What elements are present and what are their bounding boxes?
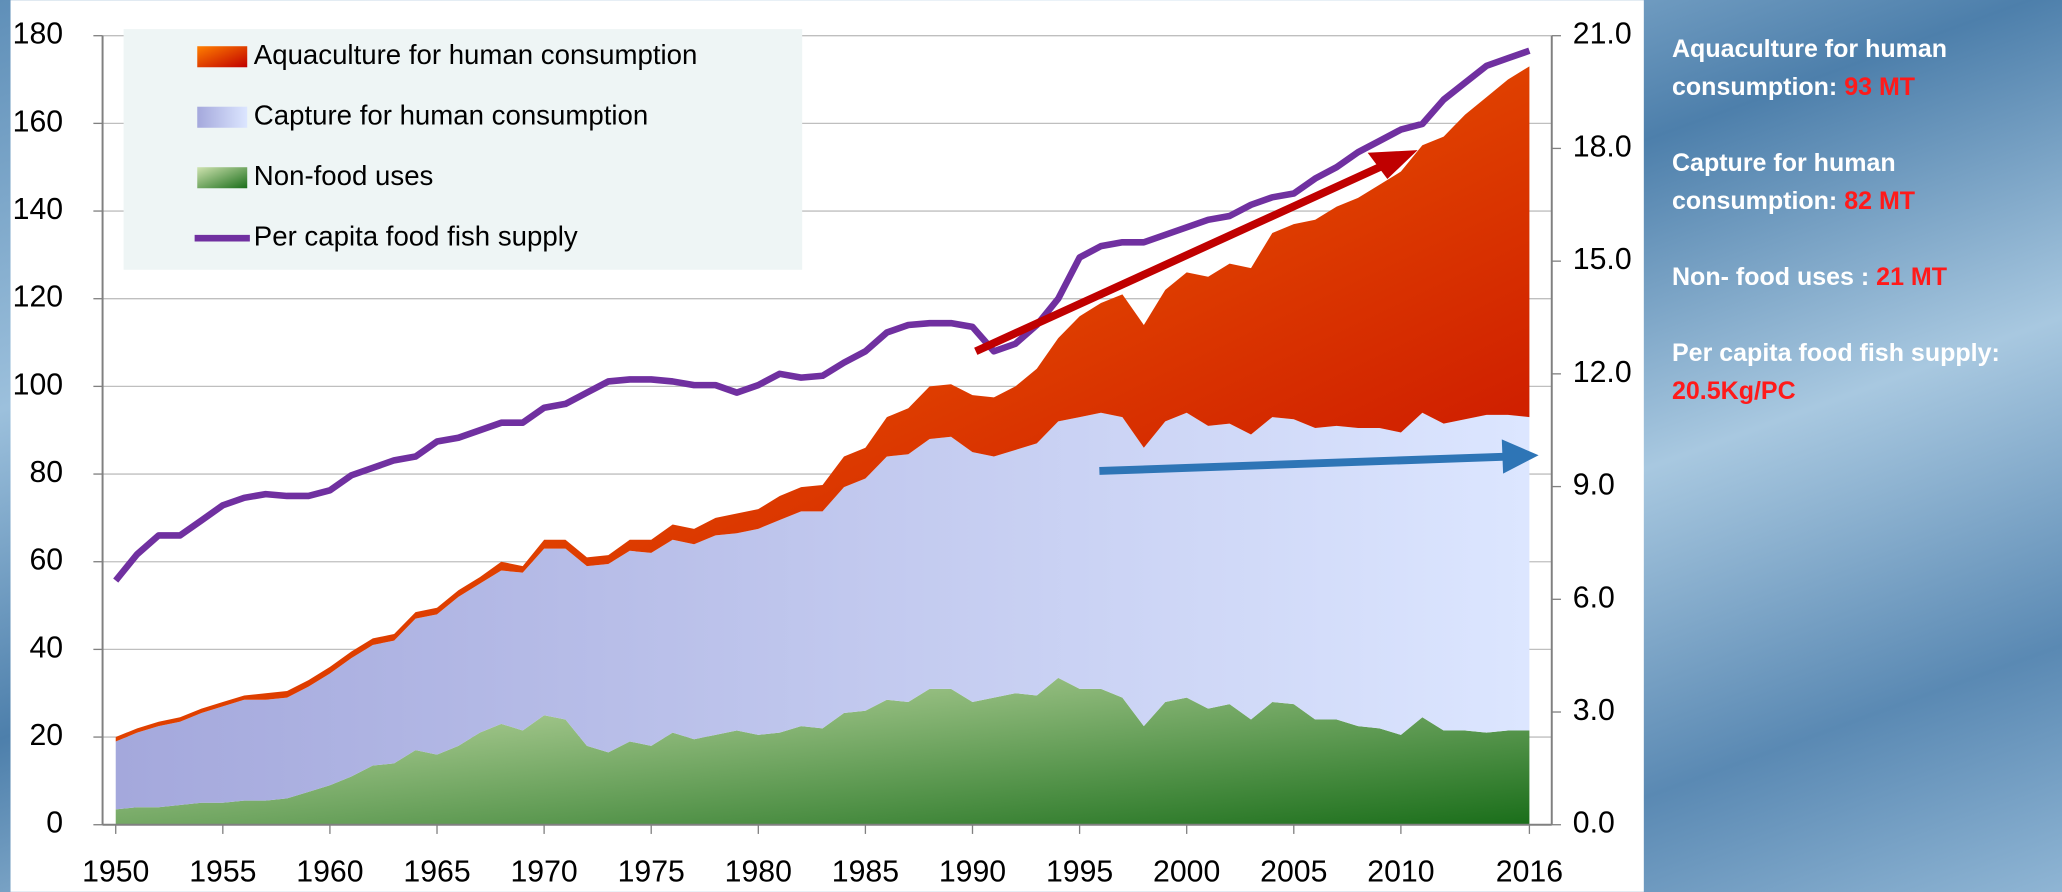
- x-tick-label: 2016: [1496, 855, 1563, 888]
- y-tick-label: 40: [29, 631, 63, 664]
- x-tick-label: 1955: [189, 855, 256, 888]
- legend-label: Per capita food fish supply: [254, 221, 578, 252]
- note-value: 82 MT: [1844, 187, 1916, 215]
- y-tick-label: 120: [13, 281, 63, 314]
- note-label: Non- food uses :: [1672, 263, 1870, 291]
- x-tick-label: 1980: [725, 855, 792, 888]
- x-tick-label: 1995: [1046, 855, 1113, 888]
- area: [115, 677, 1530, 825]
- line: [113, 47, 1531, 583]
- legend-swatch: [197, 106, 248, 128]
- side-note: Per capita food fish supply: 20.5Kg/PC: [1672, 334, 2042, 410]
- legend-label: Non-food uses: [254, 160, 434, 191]
- x-tick-label: 1975: [618, 855, 685, 888]
- x-tick-label: 1960: [296, 855, 363, 888]
- side-note: Aquaculture for human consumption: 93 MT: [1672, 30, 2042, 106]
- y2-tick-label: 15.0: [1573, 243, 1632, 276]
- y-tick-label: 100: [13, 368, 63, 401]
- y-tick-label: 180: [13, 18, 63, 51]
- side-note: Non- food uses : 21 MT: [1672, 258, 2042, 296]
- note-value: 93 MT: [1844, 73, 1916, 101]
- note-value: 20.5Kg/PC: [1672, 377, 1796, 405]
- y2-tick-label: 3.0: [1573, 694, 1615, 727]
- trend-arrow-red: [974, 150, 1418, 355]
- note-label: Per capita food fish supply:: [1672, 339, 2000, 367]
- x-tick-label: 1950: [82, 855, 149, 888]
- x-tick-label: 1965: [403, 855, 470, 888]
- y-tick-label: 20: [29, 719, 63, 752]
- legend-swatch: [197, 167, 248, 189]
- area: [115, 66, 1530, 742]
- x-tick-label: 2000: [1153, 855, 1220, 888]
- x-tick-label: 1985: [832, 855, 899, 888]
- y-tick-label: 80: [29, 456, 63, 489]
- y-tick-label: 160: [13, 105, 63, 138]
- y-tick-label: 0: [46, 807, 63, 840]
- side-notes: Aquaculture for human consumption: 93 MT…: [1672, 30, 2042, 448]
- y2-tick-label: 9.0: [1573, 469, 1615, 502]
- legend-label: Aquaculture for human consumption: [254, 39, 698, 70]
- y2-tick-label: 12.0: [1573, 356, 1632, 389]
- y2-tick-label: 21.0: [1573, 18, 1632, 51]
- legend-swatch: [197, 46, 248, 68]
- trend-arrow-blue: [1099, 439, 1539, 475]
- note-value: 21 MT: [1876, 263, 1948, 291]
- y-tick-label: 140: [13, 193, 63, 226]
- y2-tick-label: 18.0: [1573, 130, 1632, 163]
- legend-box: [123, 29, 803, 270]
- y2-tick-label: 0.0: [1573, 807, 1615, 840]
- x-tick-label: 1970: [510, 855, 577, 888]
- x-tick-label: 1990: [939, 855, 1006, 888]
- x-tick-label: 2005: [1260, 855, 1327, 888]
- note-label: Aquaculture for human consumption:: [1672, 35, 1948, 101]
- side-note: Capture for human consumption: 82 MT: [1672, 144, 2042, 220]
- note-label: Capture for human consumption:: [1672, 149, 1896, 215]
- y-tick-label: 60: [29, 544, 63, 577]
- legend-label: Capture for human consumption: [254, 100, 648, 131]
- x-tick-label: 2010: [1367, 855, 1434, 888]
- area: [115, 412, 1530, 810]
- y2-tick-label: 6.0: [1573, 581, 1615, 614]
